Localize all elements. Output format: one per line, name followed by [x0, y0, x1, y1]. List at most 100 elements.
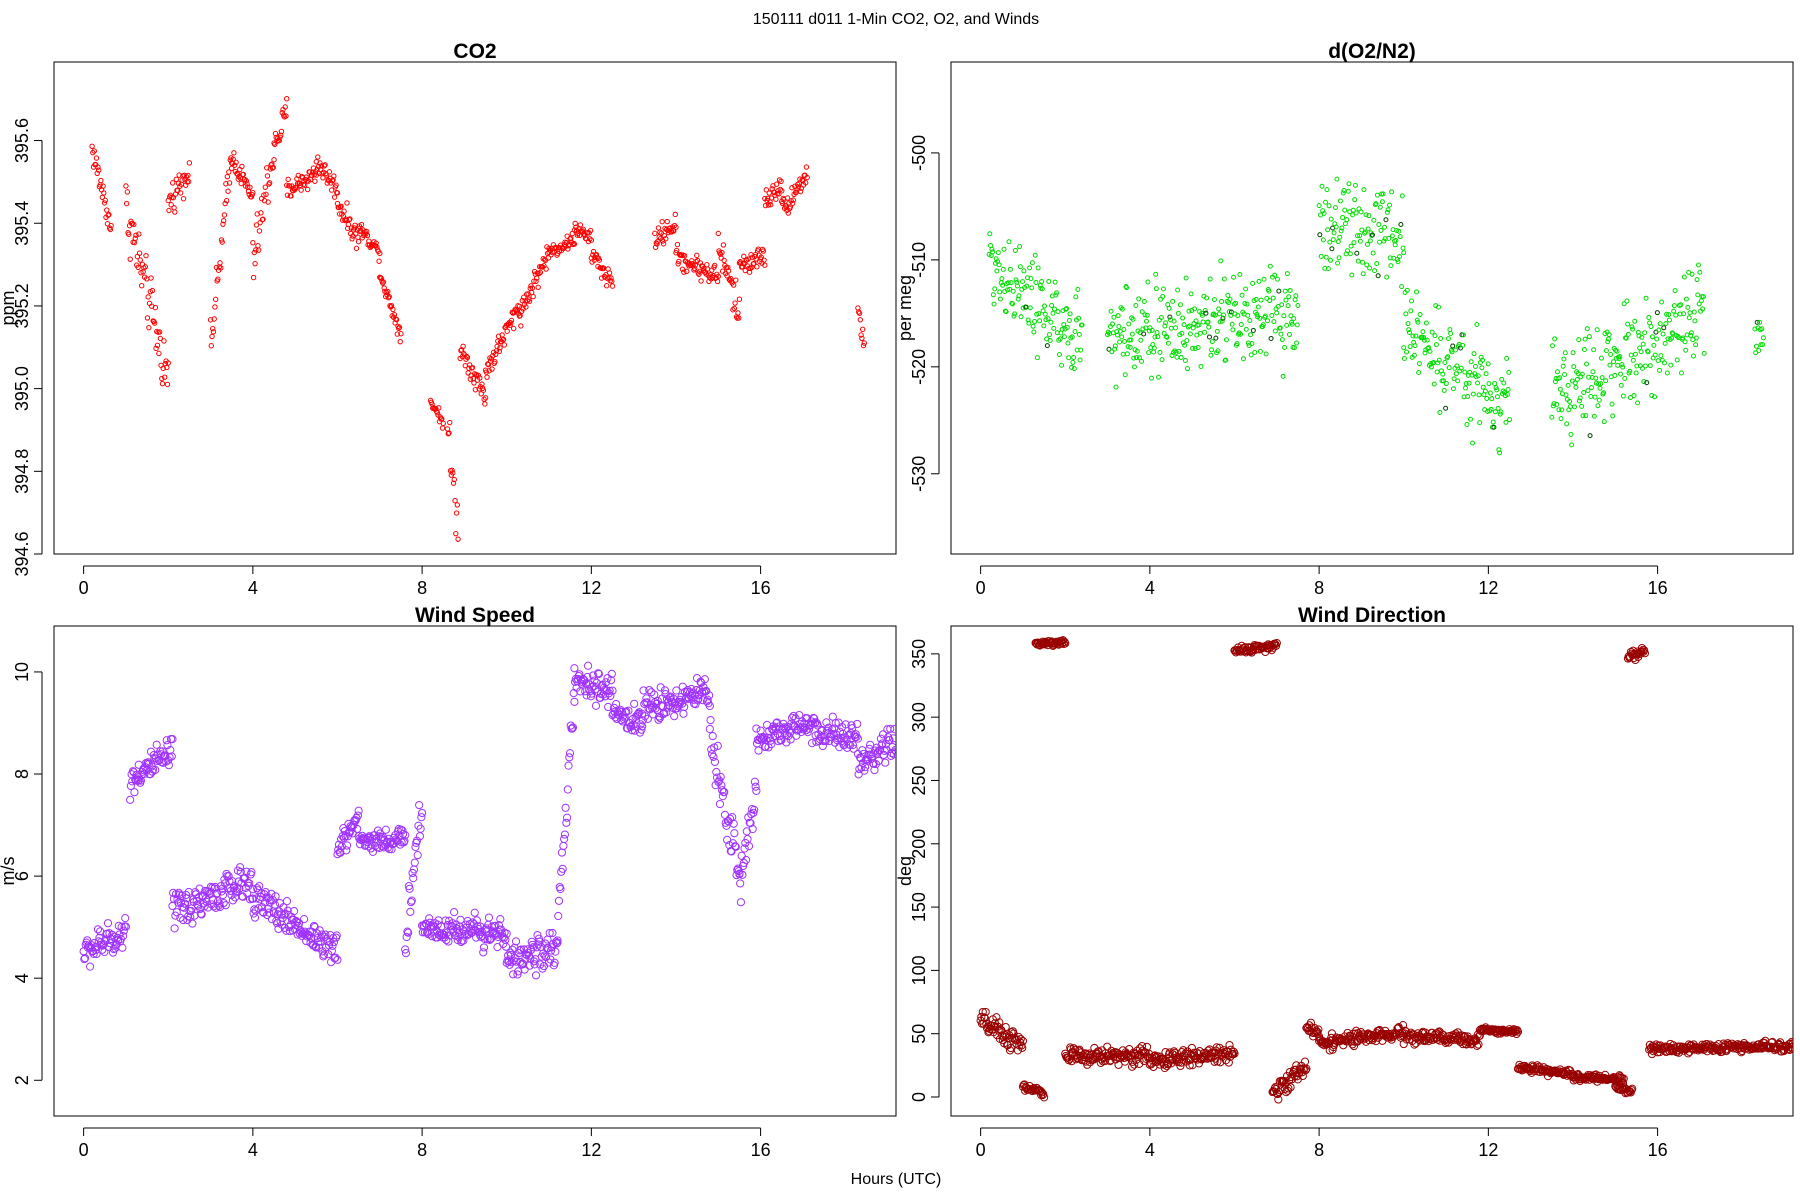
co2-data-point — [156, 329, 163, 335]
co2-data-point — [663, 236, 669, 242]
wind-direction-data-point — [1472, 1041, 1482, 1051]
wind-direction-data-point — [1069, 1044, 1078, 1053]
wind-speed-data-point — [329, 938, 339, 947]
o2-data-point — [1047, 338, 1053, 344]
o2-data-point — [1065, 340, 1071, 346]
co2-data-point — [176, 172, 182, 178]
co2-data-point — [434, 409, 440, 416]
o2-data-point — [1666, 317, 1672, 323]
o2-data-point — [1044, 343, 1050, 349]
o2-data-point — [1119, 334, 1125, 340]
co2-data-point — [392, 320, 398, 326]
wind-direction-data-point — [1625, 1087, 1635, 1096]
co2-data-point — [211, 316, 217, 322]
o2-data-point — [1352, 182, 1358, 188]
co2-data-point — [397, 338, 403, 345]
figure-xlabel: Hours (UTC) — [851, 1171, 942, 1188]
o2-data-point — [1076, 331, 1082, 337]
o2-data-point — [1427, 348, 1433, 354]
wind-speed-data-point — [620, 713, 629, 722]
co2-data-point — [366, 238, 372, 244]
o2-data-point — [1064, 306, 1070, 311]
wind-direction-data-point — [1225, 1040, 1234, 1050]
o2-data-point — [1631, 393, 1637, 399]
co2-data-point — [741, 253, 747, 260]
wind-speed-data-point — [689, 695, 698, 704]
co2-data-point — [231, 150, 237, 156]
o2-data-point — [1672, 288, 1678, 294]
o2-data-point — [1143, 318, 1149, 324]
co2-data-point — [346, 216, 352, 223]
o2-data-point — [1376, 221, 1382, 227]
wind-speed-y-tick-label: 8 — [12, 769, 32, 779]
o2-data-point — [1700, 294, 1706, 300]
o2-data-point — [1380, 191, 1386, 197]
wind-speed-data-point — [327, 946, 336, 956]
co2-data-point — [789, 184, 795, 191]
wind-speed-data-point — [583, 661, 593, 670]
co2-data-point — [731, 305, 738, 312]
wind-speed-data-point — [570, 664, 579, 673]
o2-data-point — [1378, 227, 1384, 233]
wind-speed-data-point — [849, 744, 858, 753]
o2-data-point — [1625, 331, 1631, 337]
o2-data-point — [1358, 209, 1364, 215]
wind-speed-data-point — [404, 928, 413, 937]
wind-speed-y-tick-label: 2 — [12, 1075, 32, 1085]
co2-data-point — [143, 252, 149, 259]
o2-data-point — [1151, 349, 1157, 355]
o2-data-point — [1231, 274, 1237, 280]
o2-data-point — [1438, 335, 1444, 341]
wind-direction-data-point — [1230, 1049, 1239, 1058]
o2-data-point — [1608, 351, 1614, 357]
o2-data-point — [1288, 313, 1294, 319]
wind-direction-data-point — [1625, 653, 1634, 662]
wind-direction-title: Wind Direction — [1298, 604, 1446, 627]
o2-data-point — [1028, 276, 1034, 282]
wind-speed-data-point — [236, 867, 245, 877]
o2-data-point — [1695, 292, 1701, 298]
o2-data-point — [1195, 345, 1201, 351]
o2-data-point — [1109, 349, 1115, 355]
wind-speed-data-point — [891, 747, 896, 756]
co2-data-point — [145, 294, 151, 300]
co2-data-point — [603, 283, 610, 289]
o2-data-point — [1474, 322, 1480, 328]
o2-data-point — [1243, 286, 1249, 292]
o2-data-point — [1032, 252, 1038, 258]
wind-speed-data-point — [708, 731, 717, 741]
o2-data-point — [1117, 339, 1123, 345]
wind-speed-data-point — [889, 750, 896, 759]
wind-speed-data-point — [841, 720, 850, 729]
wind-direction-data-point — [1368, 1036, 1377, 1045]
o2-data-point — [1052, 279, 1058, 285]
wind-direction-data-point — [1272, 1085, 1281, 1094]
o2-data-point — [1433, 342, 1439, 348]
o2-data-point — [1468, 359, 1474, 365]
o2-data-point — [1625, 321, 1631, 327]
o2-data-point — [1214, 328, 1220, 334]
o2-data-point — [1021, 268, 1027, 274]
wind-direction-data-point — [1224, 1058, 1233, 1067]
o2-data-point — [1250, 327, 1256, 333]
co2-data-point — [725, 264, 731, 271]
o2-data-point — [1355, 258, 1361, 264]
co2-data-point — [436, 405, 442, 411]
o2-data-point — [1270, 295, 1276, 301]
o2-data-point — [1362, 229, 1368, 235]
wind-speed-data-point — [107, 935, 116, 944]
wind-speed-data-point — [401, 945, 410, 954]
wind-speed-data-point — [413, 851, 422, 860]
o2-data-point — [1221, 276, 1227, 282]
wind-speed-data-point — [342, 841, 352, 850]
wind-speed-data-point — [158, 747, 167, 756]
wind-speed-data-point — [712, 773, 722, 782]
co2-data-point — [149, 287, 156, 294]
o2-data-point — [1071, 355, 1077, 361]
co2-data-point — [250, 189, 256, 196]
wind-speed-data-point — [741, 855, 751, 865]
o2-data-point — [1364, 241, 1370, 247]
o2-data-point — [1364, 262, 1370, 268]
o2-data-point — [1585, 388, 1591, 394]
o2-data-point — [1134, 355, 1140, 361]
